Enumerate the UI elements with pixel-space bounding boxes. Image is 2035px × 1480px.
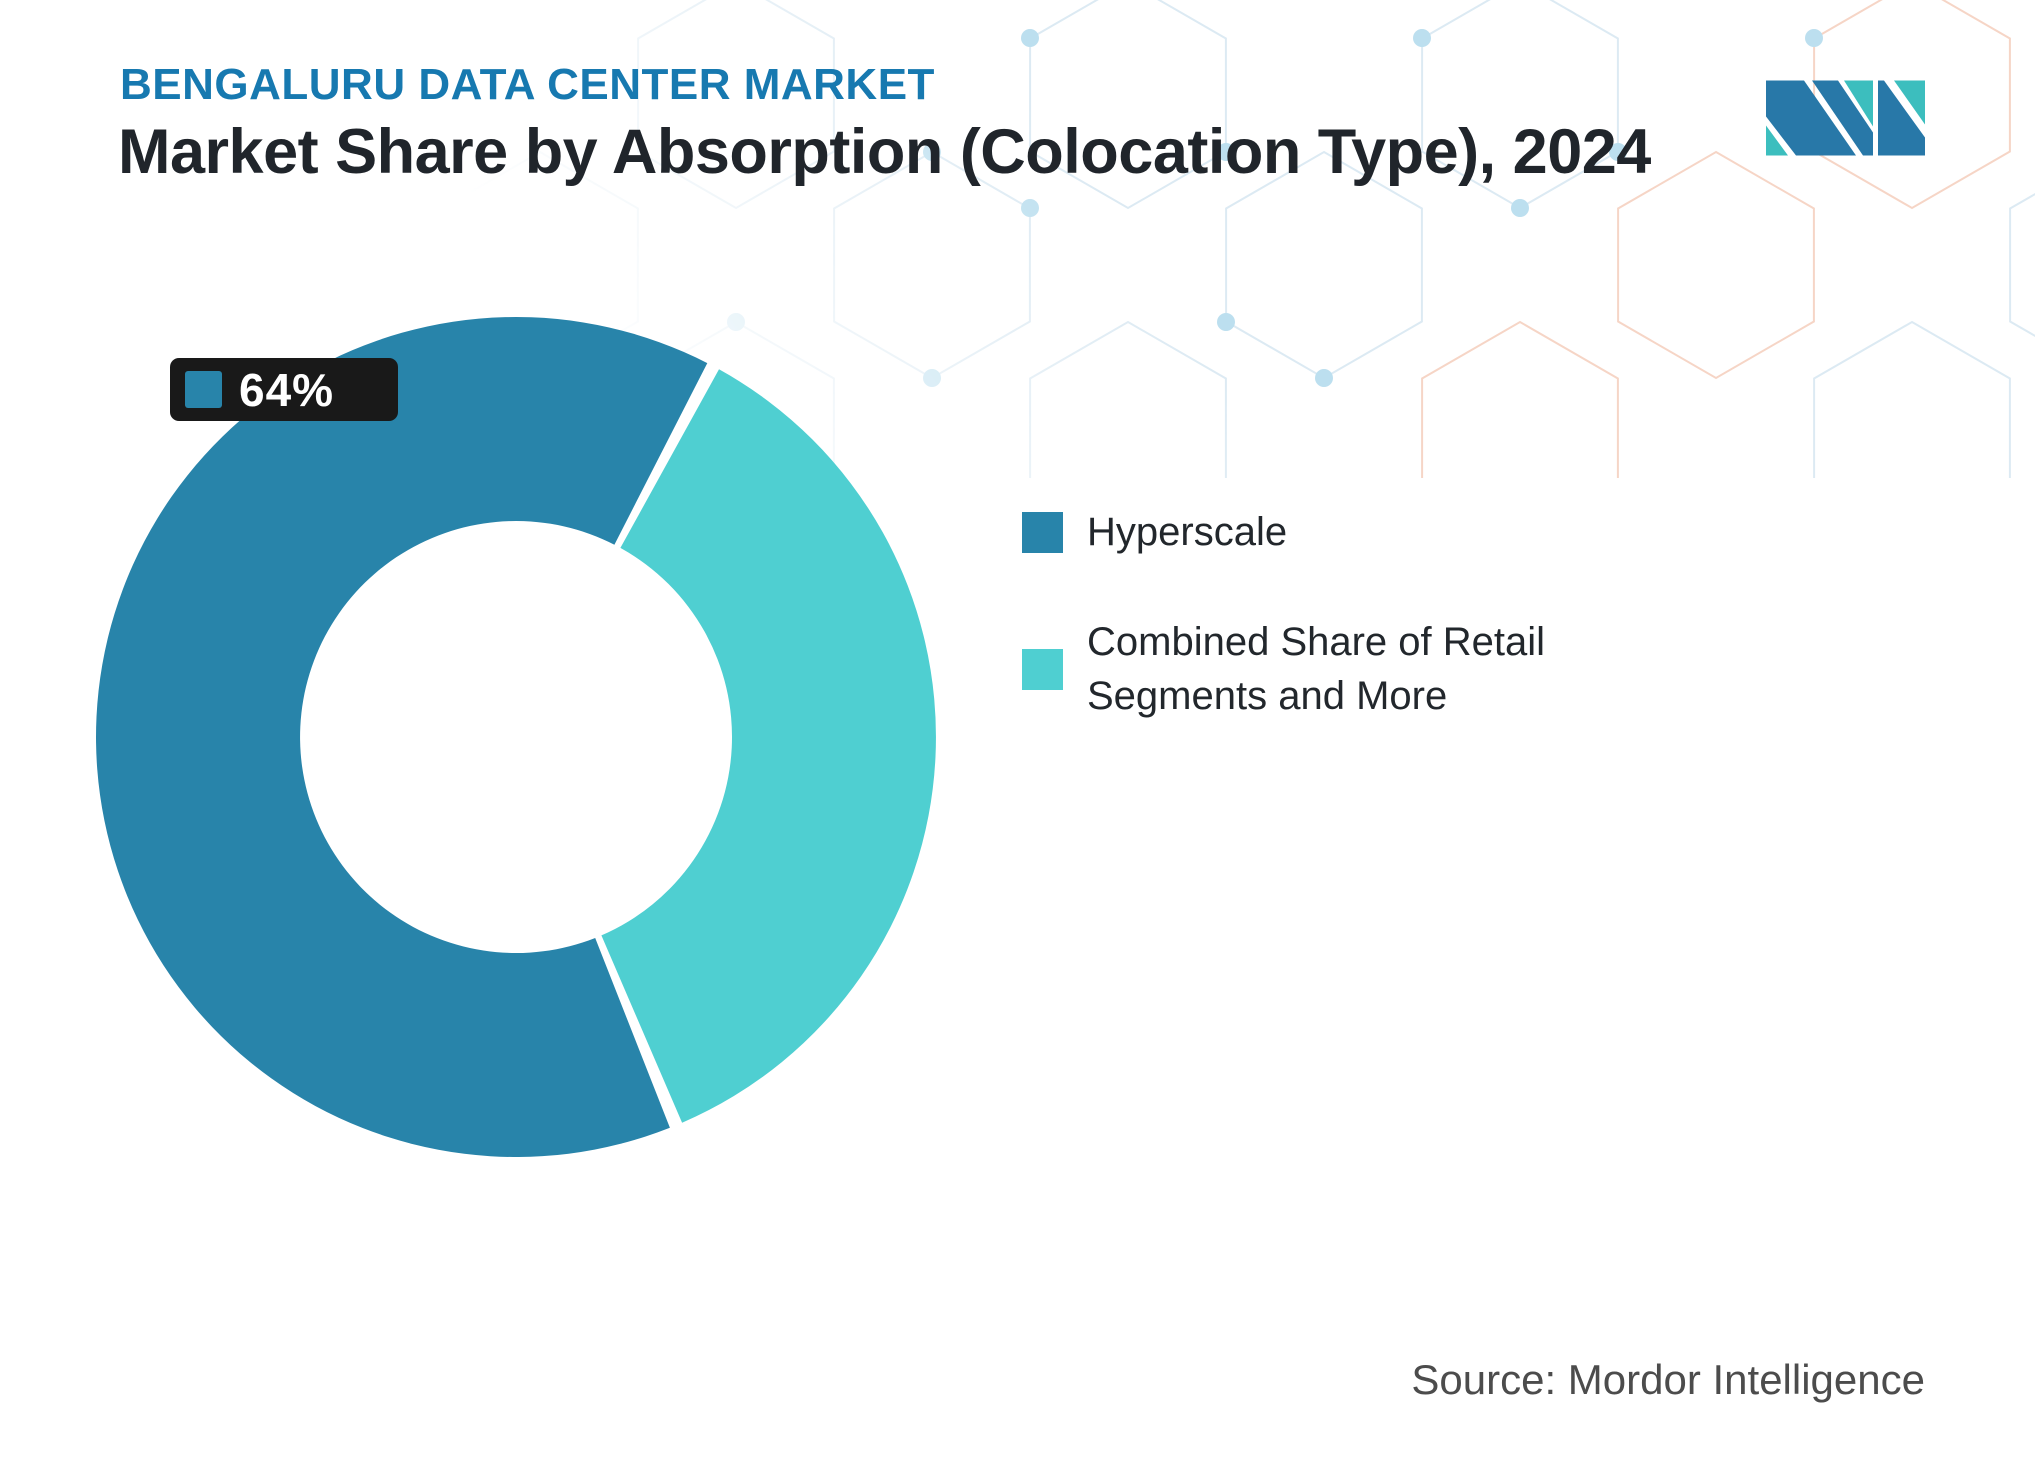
pattern-dot: [1413, 29, 1431, 47]
mordor-intelligence-logo-icon: [1766, 80, 1925, 156]
hexagon-outline: [1421, 320, 1619, 478]
data-label-value: 64%: [239, 363, 335, 416]
donut-chart: [96, 317, 936, 1157]
data-label-callout: 64%: [170, 358, 398, 421]
chart-legend: Hyperscale Combined Share of Retail Segm…: [1022, 505, 1582, 723]
hyperscale-swatch-icon: [185, 371, 222, 408]
hexagon-outline: [1029, 320, 1227, 478]
legend-label: Hyperscale: [1087, 510, 1288, 554]
legend-item-retail-segments: Combined Share of Retail Segments and Mo…: [1022, 615, 1582, 723]
page-title: Market Share by Absorption (Colocation T…: [118, 117, 1651, 187]
hexagon-outline: [1813, 320, 2011, 478]
hexagon-outline: [2009, 192, 2035, 338]
legend-item-hyperscale: Hyperscale: [1022, 505, 1582, 559]
logo-right-tile: [1878, 80, 1925, 156]
pattern-dot: [1805, 29, 1823, 47]
report-eyebrow: BENGALURU DATA CENTER MARKET: [120, 60, 935, 109]
legend-label: Combined Share of Retail Segments and Mo…: [1087, 620, 1546, 718]
logo-left-tile: [1766, 80, 1873, 156]
legend-swatch-icon: [1022, 648, 1063, 690]
pattern-dot: [1511, 199, 1529, 217]
pattern-dot: [1021, 29, 1039, 47]
pattern-dot: [1315, 369, 1333, 387]
legend-swatch-icon: [1022, 511, 1063, 553]
source-attribution: Source: Mordor Intelligence: [1411, 1356, 1925, 1403]
donut-segment-0: [96, 317, 708, 1157]
donut-segment-1: [601, 369, 936, 1123]
pattern-dot: [1217, 313, 1235, 331]
pattern-dot: [1021, 199, 1039, 217]
